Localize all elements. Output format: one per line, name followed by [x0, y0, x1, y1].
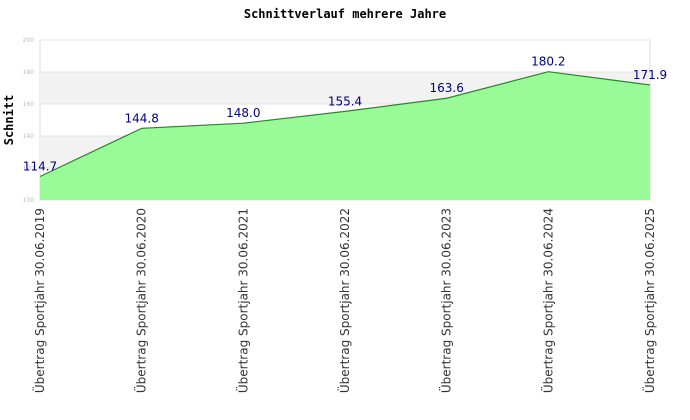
value-label: 155.4: [328, 94, 362, 108]
value-label: 114.7: [23, 159, 57, 173]
area: [40, 71, 650, 201]
x-tick-label: Übertrag Sportjahr 30.06.2025: [641, 208, 657, 393]
value-label: 144.8: [124, 111, 158, 125]
x-tick-label: Übertrag Sportjahr 30.06.2022: [336, 208, 352, 393]
x-tick-label: Übertrag Sportjahr 30.06.2023: [438, 208, 454, 393]
x-tick-label: Übertrag Sportjahr 30.06.2019: [31, 208, 47, 393]
value-label: 148.0: [226, 106, 260, 120]
x-tick-label: Übertrag Sportjahr 30.06.2020: [133, 208, 149, 393]
y-tick-label: 160: [23, 101, 35, 108]
x-tick-label: Übertrag Sportjahr 30.06.2024: [539, 208, 555, 393]
y-axis-label: Schnitt: [2, 95, 16, 146]
value-label: 163.6: [429, 81, 463, 95]
x-tick-label: Übertrag Sportjahr 30.06.2021: [234, 208, 250, 393]
value-label: 180.2: [531, 55, 565, 69]
y-tick-label: 100: [23, 197, 35, 204]
chart-title: Schnittverlauf mehrere Jahre: [244, 7, 446, 21]
y-tick-label: 120: [23, 165, 35, 172]
y-tick-label: 180: [23, 69, 35, 76]
line: [39, 71, 651, 178]
y-tick-label: 200: [23, 37, 35, 44]
value-label: 171.9: [633, 68, 667, 82]
y-tick-label: 140: [23, 133, 35, 140]
